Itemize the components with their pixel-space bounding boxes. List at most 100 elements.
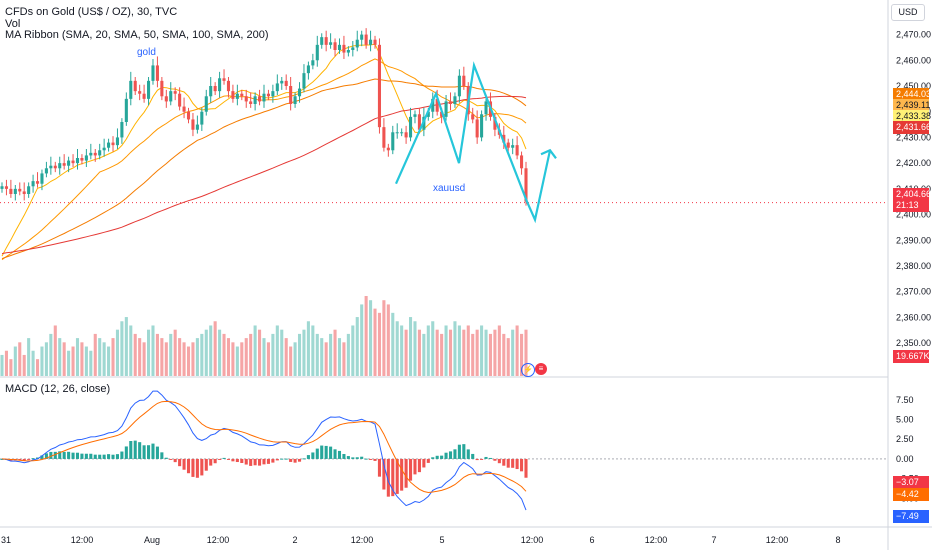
macd-histogram-bar: [520, 458, 524, 472]
candle-body: [404, 132, 408, 138]
macd-histogram-bar: [213, 458, 217, 464]
candle-body: [98, 150, 102, 156]
candle-body: [493, 116, 497, 130]
volume-bar: [178, 338, 182, 376]
candle-body: [155, 65, 159, 81]
macd-histogram-bar: [377, 458, 381, 477]
macd-histogram-bar: [346, 456, 350, 459]
macd-histogram-bar: [488, 457, 493, 459]
volume-bar: [186, 346, 191, 376]
price-tick-label: 2,370.00: [896, 287, 931, 297]
volume-bar: [422, 333, 426, 376]
candle-body: [289, 86, 293, 104]
volume-bar: [293, 342, 297, 376]
candle-body: [382, 127, 386, 148]
macd-histogram-bar: [275, 458, 279, 461]
candle-body: [235, 93, 239, 99]
macd-histogram-bar: [457, 444, 461, 459]
candle-body: [93, 152, 97, 156]
volume-bar: [231, 342, 235, 376]
candle-body: [53, 165, 57, 169]
macd-histogram-bar: [306, 455, 310, 459]
volume-bar: [333, 329, 337, 376]
volume-bar: [191, 342, 195, 376]
candle-body: [31, 181, 35, 187]
us-flag-icon[interactable]: ≡: [535, 363, 547, 375]
candle-body: [13, 188, 17, 194]
volume-bar: [426, 325, 430, 376]
macd-histogram-bar: [297, 458, 302, 462]
macd-histogram-bar: [35, 457, 40, 459]
volume-bar: [297, 333, 302, 376]
macd-histogram-bar: [324, 445, 328, 459]
volume-bar: [62, 342, 66, 376]
annotation-xauusd[interactable]: xauusd: [433, 183, 466, 194]
candle-body: [369, 39, 373, 45]
macd-histogram-bar: [182, 458, 186, 470]
macd-histogram-bar: [53, 451, 57, 459]
candle-body: [4, 186, 8, 189]
candle-body: [351, 47, 355, 50]
volume-bar: [0, 354, 4, 376]
moving-average-ribbon: [1, 43, 527, 261]
candle-body: [506, 142, 510, 148]
volume-bars: [0, 296, 528, 376]
price-axis[interactable]: 2,470.002,460.002,450.002,440.002,430.00…: [896, 30, 931, 504]
volume-bar: [444, 325, 448, 376]
volume-bar: [382, 300, 386, 376]
candle-body: [462, 75, 466, 86]
candle-body: [253, 96, 257, 104]
projection-drawing[interactable]: [394, 61, 557, 224]
candle-body: [186, 111, 191, 120]
volume-label: Vol: [5, 18, 21, 30]
lightning-icon[interactable]: ⚡: [521, 363, 535, 377]
macd-histogram-bar: [506, 458, 510, 468]
time-axis[interactable]: 31 12:00 Aug 12:00 2 12:00 5 12:00 6 12:00 7 12:00 8: [1, 535, 841, 545]
price-tag: −4.42: [893, 488, 929, 501]
candle-body: [511, 145, 515, 148]
macd-histogram-bar: [155, 446, 159, 459]
macd-histogram-bar: [129, 440, 133, 459]
volume-bar: [258, 329, 262, 376]
candle-body: [409, 116, 413, 138]
volume-bar: [129, 325, 133, 376]
volume-bar: [400, 325, 404, 376]
signal-line: [1, 400, 527, 494]
candle-body: [386, 147, 390, 151]
macd-tick-label: 2.50: [896, 434, 914, 444]
macd-histogram-bar: [475, 458, 479, 461]
candle-body: [218, 78, 222, 92]
time-tick-label: 12:00: [766, 535, 789, 545]
volume-bar: [360, 304, 364, 376]
macd-histogram-bar: [400, 458, 404, 491]
macd-label[interactable]: MACD (12, 26, close): [5, 383, 111, 395]
volume-bar: [289, 346, 293, 376]
currency-button[interactable]: USD: [891, 4, 925, 21]
volume-bar: [35, 359, 40, 376]
volume-bar: [484, 329, 488, 376]
candle-body: [333, 42, 337, 50]
candle-body: [18, 188, 22, 192]
candle-body: [67, 160, 71, 166]
annotation-gold[interactable]: gold: [137, 47, 156, 58]
ma-ribbon-label[interactable]: MA Ribbon (SMA, 20, SMA, 50, SMA, 100, S…: [5, 29, 269, 41]
time-tick-label: 12:00: [645, 535, 668, 545]
candle-body: [58, 163, 62, 169]
volume-bar: [84, 346, 88, 376]
candle-body: [120, 122, 124, 138]
macd-histogram-bar: [315, 448, 319, 459]
candle-body: [364, 34, 368, 45]
projection-path: [394, 61, 552, 224]
macd-histogram-bar: [311, 452, 315, 459]
volume-bar: [164, 342, 168, 376]
volume-bar: [342, 342, 346, 376]
macd-histogram-bar: [320, 445, 324, 459]
candle-body: [178, 93, 182, 107]
candle-body: [444, 101, 448, 117]
sma-line: [1, 43, 527, 257]
candle-body: [315, 44, 319, 61]
macd-histogram-bar: [360, 456, 364, 459]
macd-histogram-bar: [462, 444, 466, 459]
volume-bar: [204, 329, 208, 376]
